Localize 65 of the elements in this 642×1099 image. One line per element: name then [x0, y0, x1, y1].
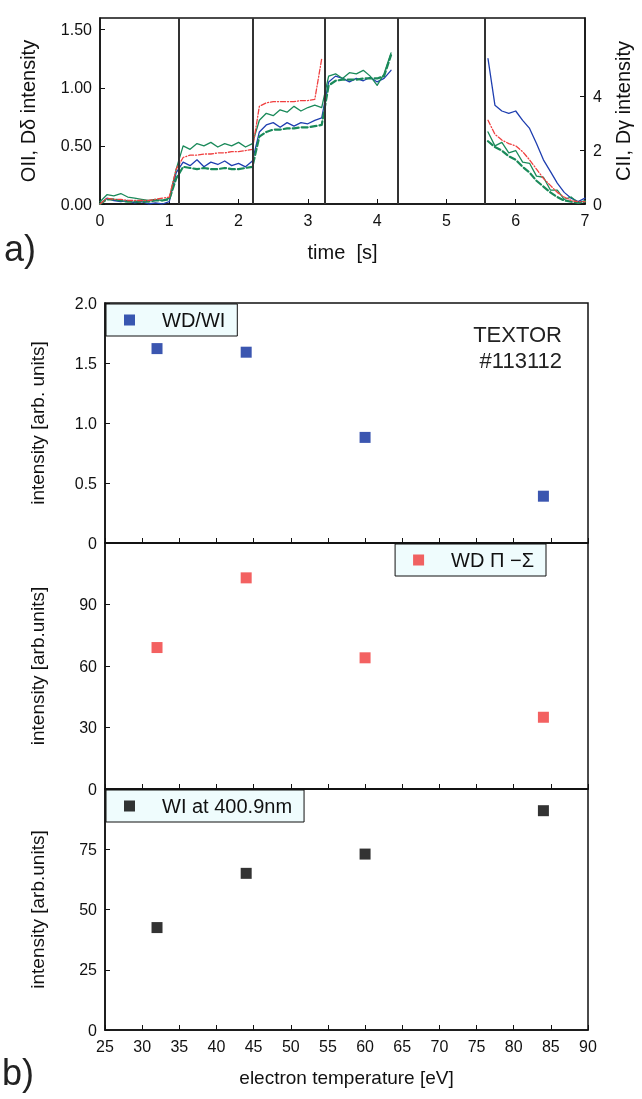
point	[537, 711, 549, 723]
y-tick-label: 0.50	[60, 137, 93, 155]
y-tick-label: 75	[79, 840, 98, 858]
x-tick-label: 3	[303, 211, 313, 229]
y2-tick-label: 2	[593, 141, 602, 159]
y-axis-title: OII, Dδ intensity	[17, 39, 39, 183]
point	[359, 848, 371, 860]
y-axis-title: intensity [arb.units]	[27, 830, 48, 989]
x-tick-label: 45	[244, 1037, 263, 1055]
y-tick-label: 25	[79, 961, 98, 979]
x-tick-label: 70	[430, 1037, 449, 1055]
y-tick-label: 50	[79, 901, 98, 918]
y-axis-title: intensity [arb. units]	[27, 341, 48, 505]
point	[240, 346, 252, 358]
point	[151, 642, 163, 654]
y-tick-label: 1.00	[60, 79, 93, 97]
x-tick-label: 55	[319, 1037, 337, 1055]
x-tick-label: 65	[393, 1037, 412, 1055]
y-tick-label: 90	[79, 596, 98, 613]
legend-label: WI at 400.9nm	[162, 795, 293, 817]
point	[240, 572, 252, 584]
x-tick-label: 80	[504, 1037, 523, 1055]
x-tick-label: 4	[372, 211, 382, 229]
point	[537, 805, 549, 817]
y-tick-label: 0.5	[74, 474, 98, 492]
text: b)	[2, 1052, 35, 1094]
x-tick-label: 35	[170, 1037, 189, 1055]
x-tick-label: 50	[281, 1037, 300, 1055]
y2-tick-label: 0	[593, 195, 602, 213]
y-tick-label: 1.0	[74, 414, 98, 432]
y-tick-label: 1.5	[74, 354, 98, 372]
x-tick-label: 1	[164, 211, 174, 229]
point	[151, 922, 163, 934]
y2-axis-title: CII, Dγ intensity	[612, 40, 634, 182]
x-tick-label: 90	[579, 1037, 597, 1055]
y-tick-label: 2.0	[74, 294, 98, 312]
x-tick-label: 60	[356, 1037, 375, 1055]
x-tick-label: 85	[541, 1037, 560, 1055]
text: a)	[4, 228, 37, 270]
y-tick-label: 60	[79, 657, 98, 675]
point	[359, 431, 371, 443]
point	[537, 490, 549, 502]
y-tick-label: 0.00	[60, 195, 93, 213]
legend-label: WD Π −Σ	[451, 549, 534, 571]
x-tick-label: 30	[133, 1037, 152, 1055]
point	[151, 343, 163, 355]
x-axis-title: electron temperature [eV]	[239, 1067, 454, 1088]
x-tick-label: 75	[467, 1037, 486, 1055]
x-tick-label: 5	[441, 211, 451, 229]
y-axis-title: intensity [arb.units]	[27, 586, 48, 746]
y-tick-label: 0	[88, 1021, 98, 1039]
point	[240, 867, 252, 879]
x-tick-label: 40	[207, 1037, 226, 1055]
y2-tick-label: 4	[593, 87, 602, 105]
x-axis-title: time [s]	[307, 241, 378, 263]
legend-label: WD/WI	[162, 309, 226, 331]
y-tick-label: 30	[79, 719, 98, 736]
x-tick-label: 6	[511, 211, 521, 229]
x-tick-label: 7	[580, 211, 590, 229]
annotation: TEXTOR #113112	[472, 322, 562, 374]
point	[359, 652, 371, 664]
y-tick-label: 0	[88, 780, 98, 798]
y-tick-label: 0	[88, 534, 98, 552]
y-tick-label: 1.50	[60, 21, 93, 39]
x-tick-label: 2	[234, 211, 244, 229]
